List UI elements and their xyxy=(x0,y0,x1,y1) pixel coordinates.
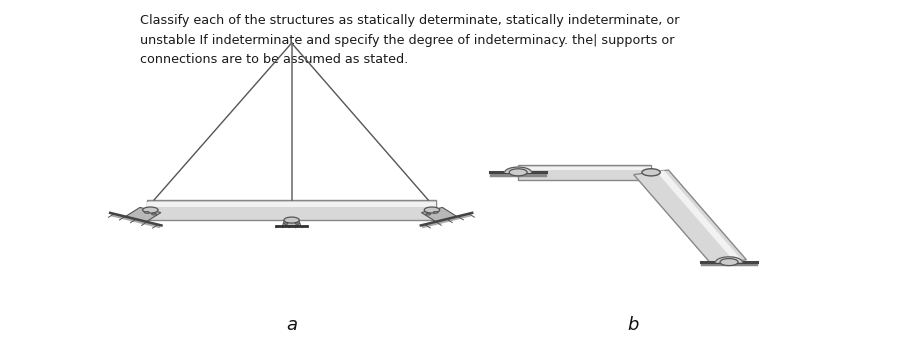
Circle shape xyxy=(284,217,299,223)
Circle shape xyxy=(720,258,738,266)
Circle shape xyxy=(433,211,438,213)
Circle shape xyxy=(151,213,157,215)
Circle shape xyxy=(284,223,288,224)
Text: b: b xyxy=(627,316,638,334)
Polygon shape xyxy=(634,170,746,264)
Circle shape xyxy=(295,223,299,224)
Polygon shape xyxy=(285,219,298,222)
Text: Classify each of the structures as statically determinate, statically indetermin: Classify each of the structures as stati… xyxy=(140,14,679,66)
Polygon shape xyxy=(504,167,532,172)
Polygon shape xyxy=(518,167,651,170)
Circle shape xyxy=(509,169,527,176)
Polygon shape xyxy=(282,222,301,226)
Text: a: a xyxy=(286,316,297,334)
Circle shape xyxy=(144,211,149,213)
Circle shape xyxy=(143,207,158,213)
Polygon shape xyxy=(518,165,651,180)
Polygon shape xyxy=(422,208,457,222)
Polygon shape xyxy=(126,208,160,222)
Circle shape xyxy=(425,207,439,213)
Circle shape xyxy=(642,169,660,176)
Polygon shape xyxy=(147,200,436,220)
Polygon shape xyxy=(657,171,742,261)
Polygon shape xyxy=(147,202,436,207)
Circle shape xyxy=(425,213,431,215)
Polygon shape xyxy=(715,257,743,262)
